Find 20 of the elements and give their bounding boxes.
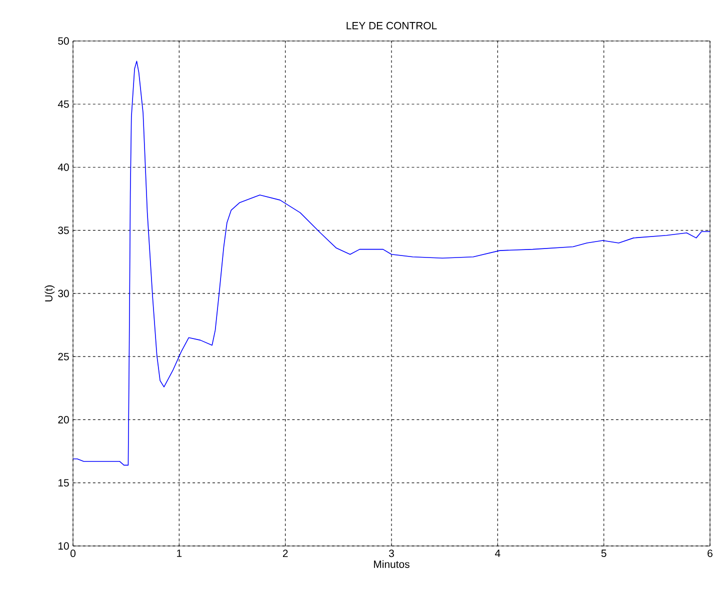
x-axis-title: Minutos	[374, 560, 410, 568]
x-tick-label: 0	[70, 550, 76, 558]
y-tick-label: 10	[58, 542, 69, 550]
x-tick-label: 4	[495, 550, 500, 557]
y-axis-title: U(t)	[44, 285, 55, 302]
y-tick-label: 15	[58, 479, 69, 487]
x-tick-label: 5	[601, 550, 606, 557]
y-tick-label: 45	[58, 100, 69, 108]
x-tick-label: 3	[388, 550, 394, 558]
x-tick-label: 6	[708, 550, 712, 558]
y-tick-label: 40	[58, 164, 69, 171]
y-tick-label: 25	[58, 352, 69, 360]
y-tick-label: 35	[58, 226, 69, 234]
x-tick-label: 2	[282, 550, 288, 557]
y-tick-label: 30	[58, 290, 69, 298]
y-tick-label: 20	[58, 416, 69, 424]
line-series	[73, 60, 710, 466]
y-tick-label: 50	[58, 37, 69, 45]
x-tick-label: 1	[177, 550, 182, 557]
chart-title: LEY DE CONTROL	[346, 22, 437, 30]
